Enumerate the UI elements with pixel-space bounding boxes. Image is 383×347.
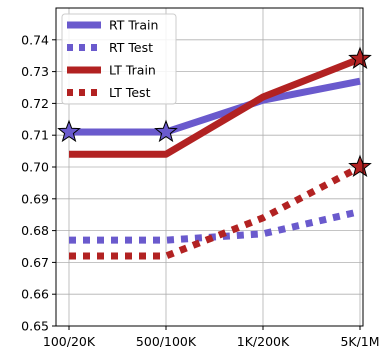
legend-label: LT Train [109,63,156,78]
y-tick-label: 0.68 [21,223,49,238]
x-tick-label: 1K/200K [237,334,290,347]
y-tick-label: 0.70 [21,160,49,175]
y-tick-label: 0.73 [21,64,49,79]
x-axis: 100/20K 500/100K 1K/200K 5K/1M [43,326,380,347]
star-marker [348,154,372,178]
y-tick-label: 0.69 [21,191,49,206]
y-tick-label: 0.67 [21,255,49,270]
star-marker [57,119,81,143]
star-marker [154,119,178,143]
legend-box [61,13,177,105]
series-line-rt-train [69,77,361,136]
y-tick-label: 0.74 [21,32,49,47]
legend-label: LT Test [109,85,151,100]
x-tick-label: 500/100K [136,334,197,347]
y-tick-label: 0.66 [21,287,49,302]
series-line-rt-test [69,208,361,244]
series-line-lt-test [69,163,362,260]
star-markers [57,46,372,178]
series-line-lt-train [69,55,362,158]
star-marker [348,46,372,69]
y-tick-label: 0.72 [21,96,49,111]
series-layer [69,55,362,260]
legend: RT Train RT Test LT Train LT Test [61,13,177,105]
y-axis: 0.65 0.66 0.67 0.68 0.69 0.70 0.71 0.72 0.73 0.74 [21,32,56,334]
x-tick-label: 5K/1M [340,334,379,347]
legend-label: RT Train [109,18,158,33]
legend-label: RT Test [109,40,153,55]
y-tick-label: 0.71 [21,128,49,143]
y-tick-label: 0.65 [21,319,49,334]
x-tick-label: 100/20K [43,334,96,347]
